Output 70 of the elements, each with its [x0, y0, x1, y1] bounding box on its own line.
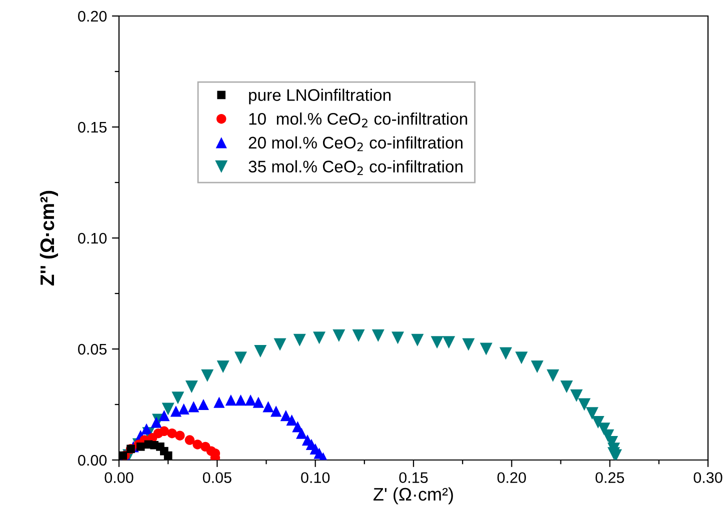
point — [244, 394, 256, 406]
point — [214, 396, 225, 408]
point — [167, 428, 177, 438]
y-tick-label: 0.10 — [78, 232, 107, 244]
point — [198, 398, 209, 410]
point — [175, 430, 185, 440]
point — [234, 352, 247, 364]
point — [411, 334, 424, 346]
point — [201, 369, 214, 382]
y-tick-label: 0.20 — [78, 10, 107, 22]
legend-label: pure LNOinfiltration — [249, 88, 391, 104]
point — [372, 329, 384, 342]
point — [293, 334, 306, 346]
point — [570, 389, 583, 402]
x-tick-label: 0.30 — [694, 472, 722, 484]
x-tick-label: 0.05 — [202, 472, 232, 484]
point — [313, 332, 326, 344]
point — [578, 398, 591, 411]
point — [352, 329, 365, 342]
point — [164, 451, 172, 460]
point — [119, 451, 128, 460]
point — [254, 344, 267, 358]
point — [560, 380, 573, 393]
point — [140, 423, 152, 434]
point — [172, 392, 184, 404]
legend-label: 35 mol.% CeO$_{2}$ co-infiltration — [248, 160, 462, 176]
x-tick-label: 0.25 — [596, 472, 624, 484]
x-tick-label: 0.10 — [301, 472, 330, 484]
point — [188, 401, 200, 412]
point — [296, 428, 308, 439]
y-tick-label: 0.15 — [78, 122, 107, 133]
point — [216, 360, 230, 374]
point — [178, 403, 190, 414]
point — [592, 416, 604, 429]
point — [515, 352, 528, 364]
point — [192, 440, 202, 450]
point — [480, 342, 492, 356]
point — [586, 407, 598, 420]
x-tick-label: 0.20 — [497, 472, 526, 484]
point — [150, 416, 162, 428]
point — [286, 414, 298, 426]
point — [430, 336, 444, 349]
point — [185, 380, 198, 393]
point — [270, 406, 282, 417]
point — [235, 394, 246, 406]
x-axis-title: Z' (Ω·cm²) — [374, 487, 453, 504]
legend-label: 20 mol.% CeO$_{2}$ co-infiltration — [248, 136, 462, 152]
point — [392, 332, 404, 344]
point — [262, 401, 274, 412]
y-tick-label: 0.05 — [78, 344, 107, 355]
point — [162, 402, 174, 416]
x-tick-label: 0.00 — [104, 472, 134, 484]
y-axis-title: Z'' (Ω·cm²) — [40, 190, 58, 286]
point — [184, 435, 195, 445]
point — [159, 426, 170, 436]
point — [462, 338, 475, 351]
point — [500, 347, 512, 360]
point — [170, 406, 182, 417]
point — [442, 336, 456, 349]
point — [274, 338, 286, 351]
legend-label: 10 mol.% CeO$_{2}$ co-infiltration — [249, 112, 468, 128]
point — [158, 410, 170, 422]
y-tick-label: 0.00 — [78, 454, 107, 466]
point — [252, 396, 264, 408]
point — [136, 442, 145, 451]
x-tick-label: 0.15 — [399, 472, 428, 484]
point — [332, 329, 346, 342]
point — [530, 360, 544, 374]
point — [225, 394, 236, 406]
point — [546, 369, 560, 382]
